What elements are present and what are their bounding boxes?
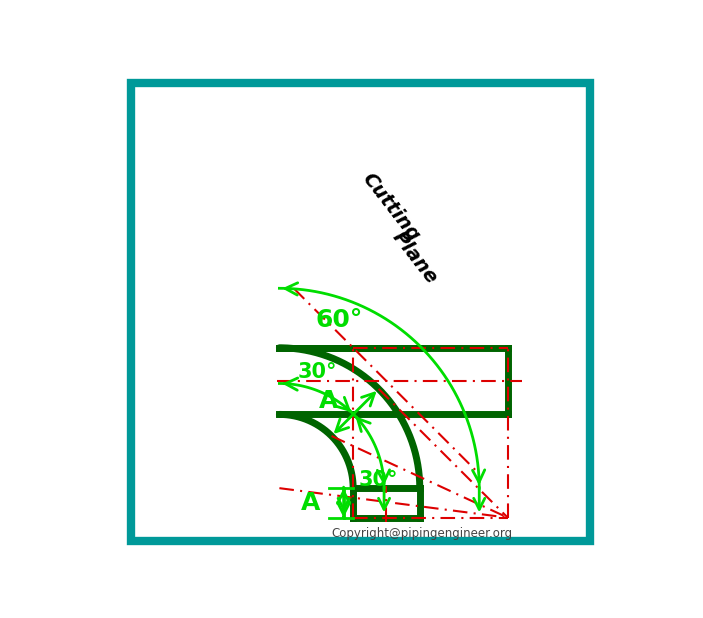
Text: Copyright@pipingengineer.org: Copyright@pipingengineer.org bbox=[332, 527, 513, 540]
Text: 30°: 30° bbox=[297, 362, 337, 382]
Text: A: A bbox=[319, 389, 339, 413]
Text: Cutting: Cutting bbox=[359, 169, 424, 245]
Text: 60°: 60° bbox=[316, 308, 363, 332]
Text: 30°: 30° bbox=[359, 470, 398, 489]
Text: A: A bbox=[301, 491, 320, 515]
Text: Plane: Plane bbox=[389, 227, 441, 287]
